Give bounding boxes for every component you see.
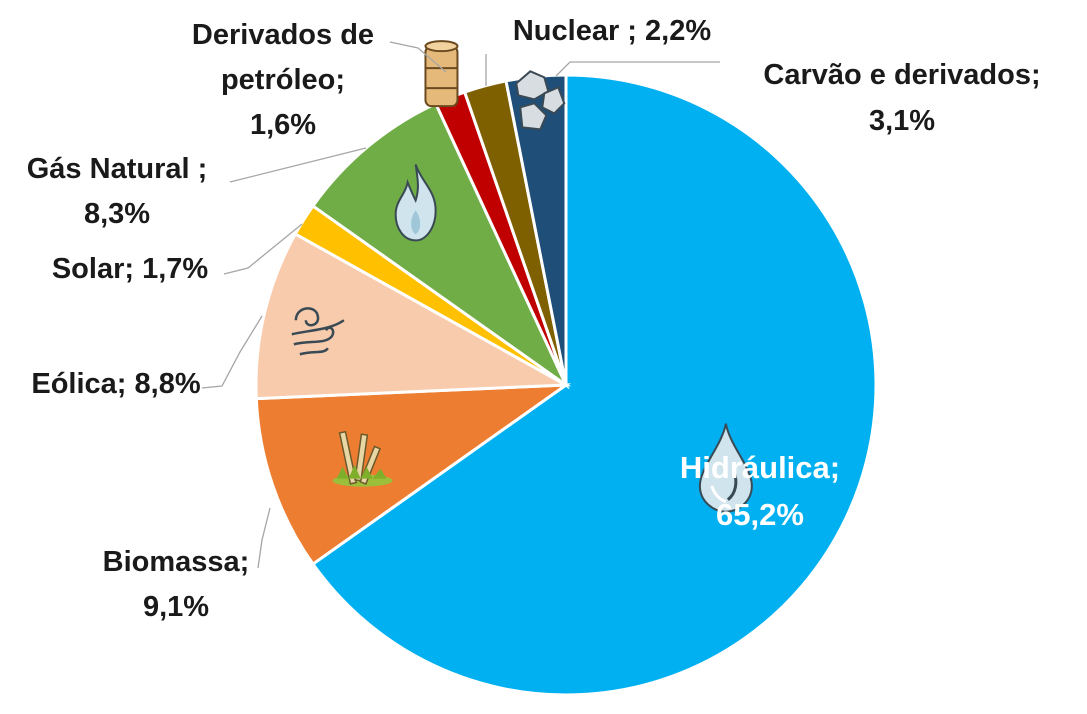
label-derivados-line1: Derivados de [192,19,374,51]
sugarcane-icon [332,430,393,487]
label-eolica: Eólica; 8,8% [31,368,200,400]
coal-icon [515,70,566,131]
slice-eolica [254,231,572,401]
label-gas-natural-value: 8,3% [84,198,150,230]
label-derivados-line2: petróleo; [221,64,345,96]
label-hidraulica-name: Hidráulica; [680,450,840,485]
slice-hidraulica [310,73,878,697]
leader-biomassa [257,507,271,569]
leader-derivados [389,41,447,73]
label-biomassa-value: 9,1% [143,591,209,623]
pie-slices [254,73,878,697]
leader-solar [223,223,303,275]
leader-eolica [201,315,263,389]
label-biomassa-name: Biomassa; [103,546,250,578]
slice-biomassa [254,383,572,567]
leader-carvao [555,61,720,77]
slice-gas-natural [310,101,570,390]
wind-icon [291,307,345,356]
gas-flame-icon [394,164,437,242]
oil-barrel-icon [424,40,459,108]
label-solar: Solar; 1,7% [52,253,209,285]
label-nuclear: Nuclear ; 2,2% [513,15,711,47]
data-labels: Hidráulica; 65,2% Biomassa; 9,1% Eólica;… [27,15,1041,623]
label-carvao-name: Carvão e derivados; [763,59,1040,91]
slice-icons [291,40,753,513]
label-hidraulica-value: 65,2% [716,497,804,532]
leader-gas-natural [229,147,367,183]
label-gas-natural-name: Gás Natural ; [27,153,208,185]
label-carvao-value: 3,1% [869,105,935,137]
leader-lines [201,41,720,569]
label-derivados-value: 1,6% [250,109,316,141]
water-drop-icon [698,423,753,513]
